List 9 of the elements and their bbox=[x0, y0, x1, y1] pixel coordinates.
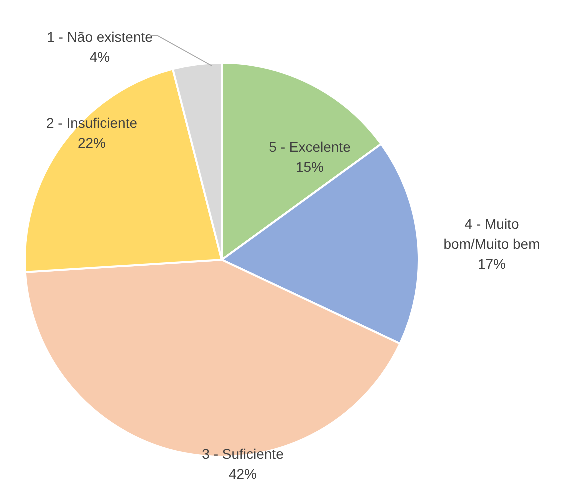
data-label: 4% bbox=[90, 49, 110, 65]
data-label: 17% bbox=[478, 256, 506, 272]
data-label: 42% bbox=[228, 466, 258, 482]
data-label: 15% bbox=[296, 159, 324, 175]
data-label: 22% bbox=[78, 135, 106, 151]
slice-label: 4 - Muito bom/Muito bem bbox=[444, 216, 540, 252]
slice-label: 1 - Não existente bbox=[47, 29, 154, 45]
slice-label: 3 - Suficiente bbox=[202, 446, 284, 462]
slice-label: 5 - Excelente bbox=[269, 139, 352, 155]
